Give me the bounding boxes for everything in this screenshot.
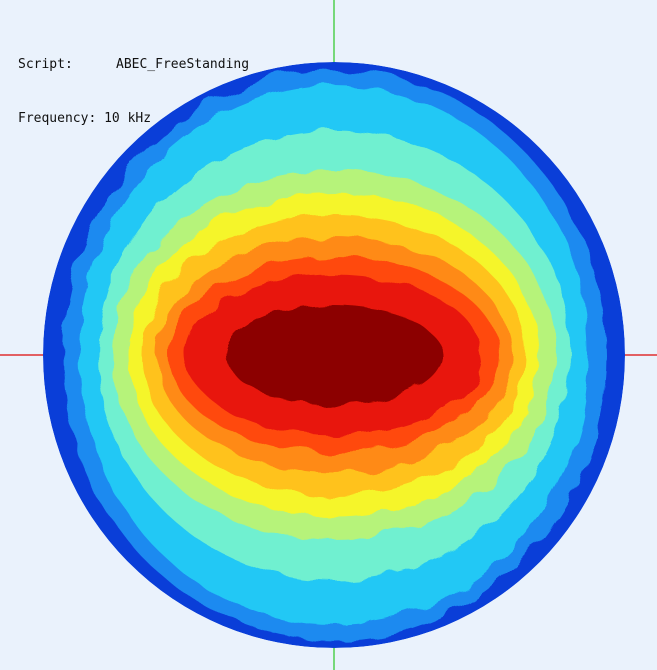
frequency-row: Frequency: 10 kHz	[18, 110, 249, 128]
contour-band	[226, 305, 442, 405]
frequency-value: 10 kHz	[104, 111, 152, 126]
script-row: Script: ABEC_FreeStanding	[18, 56, 249, 74]
contour-map	[43, 62, 625, 648]
info-panel: Script: ABEC_FreeStanding Frequency: 10 k…	[18, 20, 249, 146]
script-label: Script:	[18, 57, 73, 72]
frequency-label: Frequency:	[18, 111, 97, 126]
script-name: ABEC_FreeStanding	[116, 57, 250, 72]
